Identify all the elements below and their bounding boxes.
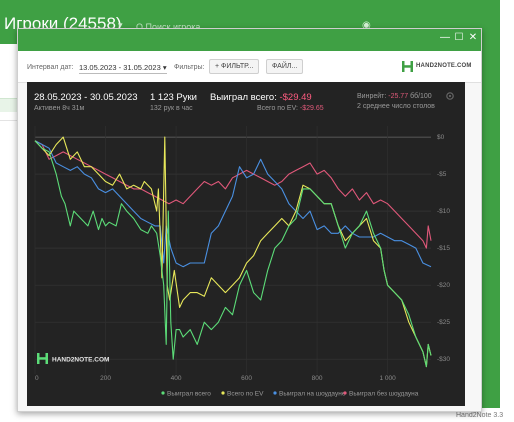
watermark-text: HAND2NOTE.COM <box>52 357 109 364</box>
legend-item: Выиграл на шоудауне <box>279 391 346 398</box>
y-tick-label: $0 <box>437 134 445 141</box>
won-total-label: Выиграл всего: <box>210 92 277 103</box>
minimize-button[interactable]: — <box>440 32 450 43</box>
y-tick-label: -$30 <box>437 356 450 363</box>
avg-tables: 2 среднее число столов <box>357 103 435 110</box>
legend-item: Выиграл всего <box>167 391 211 398</box>
legend-swatch <box>221 391 225 395</box>
x-tick-label: 1 000 <box>379 375 396 382</box>
dialog-toolbar: Интервал дат: 13.05.2023 - 31.05.2023 ▾ … <box>18 51 481 83</box>
chart-watermark: HAND2NOTE.COM <box>37 353 109 364</box>
file-button[interactable]: ФАЙЛ... <box>266 59 304 74</box>
player-search-input[interactable]: Q Поиск игрока... <box>136 22 208 32</box>
x-tick-label: 600 <box>241 375 252 382</box>
gear-icon[interactable] <box>445 91 455 101</box>
date-interval-dropdown[interactable]: 13.05.2023 - 31.05.2023 ▾ <box>79 63 167 74</box>
series-line <box>34 140 432 268</box>
x-tick-label: 200 <box>100 375 111 382</box>
period-range: 28.05.2023 - 30.05.2023 <box>34 92 138 103</box>
won-total-value: -$29.49 <box>279 92 312 103</box>
series-line <box>34 140 432 368</box>
watermark-logo-icon <box>45 353 48 364</box>
graph-panel: 28.05.2023 - 30.05.2023 Активен 8ч 31м 1… <box>27 82 465 406</box>
ev-value: -$29.65 <box>299 105 324 112</box>
series-line <box>34 140 432 249</box>
y-tick-label: -$25 <box>437 319 450 326</box>
legend-swatch <box>273 391 277 395</box>
background-right-edge <box>482 28 500 408</box>
y-tick-label: -$10 <box>437 208 450 215</box>
x-tick-label: 400 <box>171 375 182 382</box>
winrate-value: -25.77 <box>388 93 409 100</box>
maximize-button[interactable]: ☐ <box>454 32 464 43</box>
filters-label: Фильтры: <box>174 64 205 71</box>
hands-count: 1 123 Руки <box>150 92 197 103</box>
y-tick-label: -$5 <box>437 171 447 178</box>
logo-text: HAND2NOTE.COM <box>416 63 472 69</box>
series-line <box>34 136 432 368</box>
legend-item: Всего по EV <box>227 391 264 398</box>
title-dropdown-icon[interactable]: ▾ <box>118 20 123 30</box>
app-version: Hand2Note 3.3 <box>456 412 504 419</box>
legend-item: Выиграл без шоудауна <box>349 390 419 398</box>
background-row-divider <box>0 120 18 121</box>
close-button[interactable]: ✕ <box>468 32 478 43</box>
y-tick-label: -$20 <box>437 282 450 289</box>
hand2note-logo: HAND2NOTE.COM <box>402 61 474 73</box>
x-tick-label: 800 <box>312 375 323 382</box>
dialog-titlebar[interactable]: — ☐ ✕ <box>18 29 481 51</box>
winrate-unit: бб/100 <box>410 93 432 100</box>
active-time: Активен 8ч 31м <box>34 105 85 112</box>
date-interval-label: Интервал дат: <box>27 64 74 71</box>
hand2note-logo-icon <box>402 61 413 72</box>
ev-label: Всего по EV: <box>257 105 298 112</box>
legend-swatch <box>343 391 347 395</box>
legend-swatch <box>161 391 165 395</box>
connection-icon: ◉ <box>362 20 371 31</box>
winrate-label: Винрейт: <box>357 93 387 100</box>
watermark-logo-icon <box>37 353 40 364</box>
y-tick-label: -$15 <box>437 245 450 252</box>
hands-per-hour: 132 рук в час <box>150 105 193 112</box>
x-tick-label: 0 <box>35 375 39 382</box>
background-selected-row[interactable] <box>0 98 18 112</box>
watermark-logo-icon <box>39 357 46 360</box>
bankroll-chart: $0 -$5 -$10 -$15 -$20 -$25 -$30 0 200 400 600 800 1 … <box>34 126 450 398</box>
add-filter-button[interactable]: + ФИЛЬТР... <box>209 59 260 74</box>
